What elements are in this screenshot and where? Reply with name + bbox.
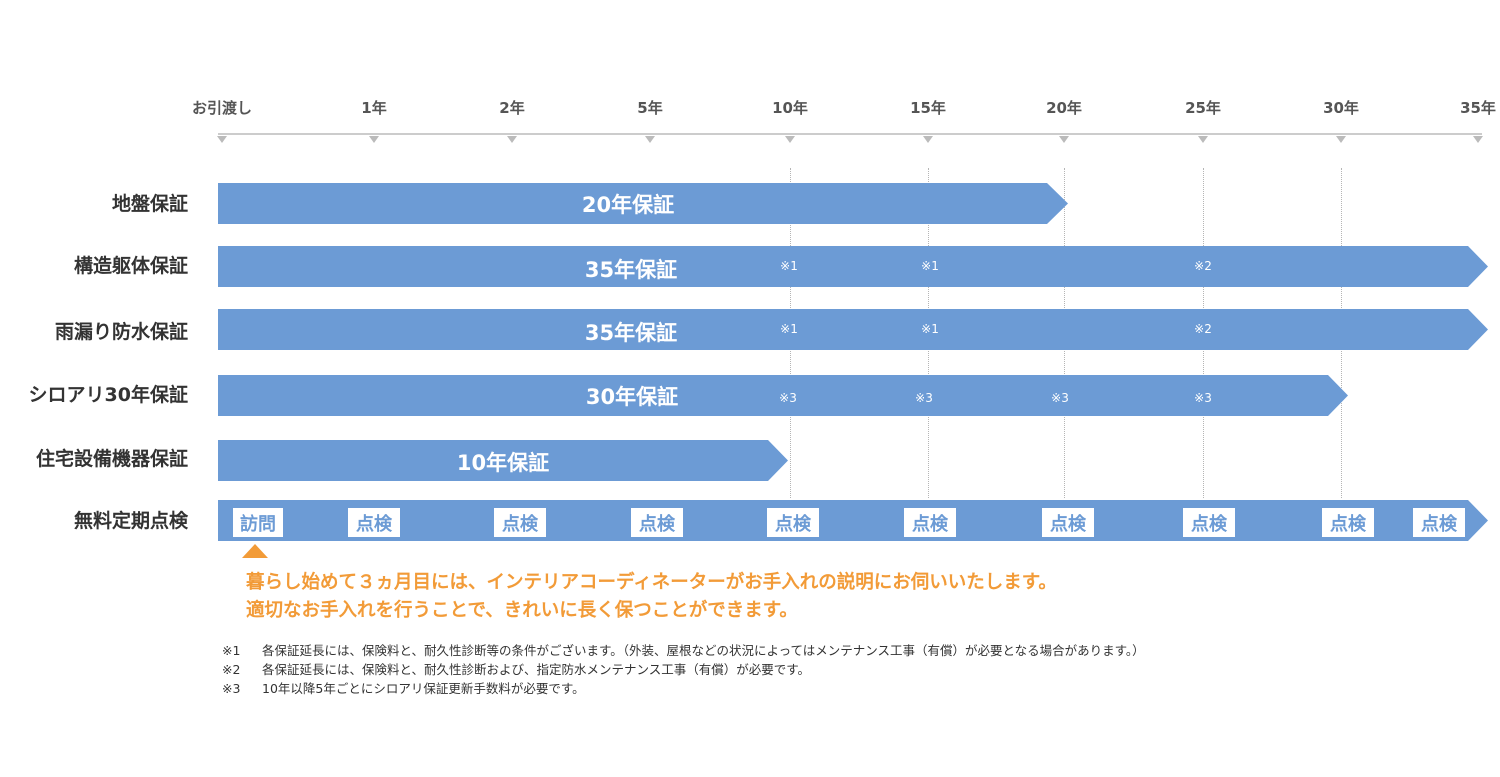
inspection-box: 点検 [1322, 508, 1374, 537]
row-label: 無料定期点検 [73, 510, 188, 532]
row-label: 住宅設備機器保証 [35, 448, 188, 470]
footnote-text: 各保証延長には、保険料と、耐久性診断等の条件がございます。（外装、屋根などの状況… [262, 643, 1145, 658]
row-label: 地盤保証 [111, 193, 188, 215]
bar-text: 30年保証 [585, 385, 679, 409]
note-mark: ※3 [779, 391, 797, 405]
footnote-mark: ※2 [222, 662, 241, 677]
timeline-tick [1336, 136, 1346, 143]
footnote-text: 各保証延長には、保険料と、耐久性診断および、指定防水メンテナンス工事（有償）が必… [262, 662, 811, 677]
bar-text: 20年保証 [581, 193, 675, 217]
timeline-label-35y: 35年 [1460, 99, 1496, 117]
footnote: ※3 10年以降5年ごとにシロアリ保証更新手数料が必要です。 [222, 678, 585, 697]
timeline-label-30y: 30年 [1323, 99, 1359, 117]
timeline-tick [1198, 136, 1208, 143]
timeline-label-10y: 10年 [772, 99, 808, 117]
timeline-label-5y: 5年 [637, 99, 663, 117]
note-mark: ※3 [1194, 391, 1212, 405]
timeline-axis-line [218, 133, 1482, 135]
inspection-box: 点検 [904, 508, 956, 537]
note-mark: ※3 [1051, 391, 1069, 405]
timeline-tick [645, 136, 655, 143]
note-mark: ※1 [780, 259, 798, 273]
timeline-label-1y: 1年 [361, 99, 387, 117]
visit-box: 訪問 [233, 508, 283, 537]
row-label: 構造躯体保証 [73, 255, 188, 277]
warranty-bar [218, 183, 1068, 224]
inspection-box: 点検 [1183, 508, 1235, 537]
timeline-tick [923, 136, 933, 143]
timeline-tick [1059, 136, 1069, 143]
note-mark: ※1 [921, 259, 939, 273]
visit-pointer-icon [242, 544, 268, 558]
timeline-label-15y: 15年 [910, 99, 946, 117]
footnote-mark: ※3 [222, 681, 241, 696]
inspection-box: 点検 [767, 508, 819, 537]
timeline-tick [369, 136, 379, 143]
visit-message-line: 暮らし始めて３ヵ月目には、インテリアコーディネーターがお手入れの説明にお伺いいた… [246, 572, 1057, 593]
inspection-box: 点検 [494, 508, 546, 537]
inspection-box: 点検 [1413, 508, 1465, 537]
note-mark: ※1 [780, 322, 798, 336]
timeline-label-2y: 2年 [499, 99, 525, 117]
footnote: ※2 各保証延長には、保険料と、耐久性診断および、指定防水メンテナンス工事（有償）… [222, 659, 810, 678]
timeline-label-handover: お引渡し [191, 99, 253, 117]
warranty-bar [218, 246, 1488, 287]
timeline-tick [1473, 136, 1483, 143]
timeline-tick [785, 136, 795, 143]
inspection-box: 点検 [1042, 508, 1094, 537]
timeline-label-20y: 20年 [1046, 99, 1082, 117]
inspection-bar [218, 500, 1488, 541]
warranty-bar [218, 440, 788, 481]
footnote-text: 10年以降5年ごとにシロアリ保証更新手数料が必要です。 [262, 681, 585, 696]
warranty-bar [218, 309, 1488, 350]
footnote-mark: ※1 [222, 643, 241, 658]
note-mark: ※1 [921, 322, 939, 336]
bar-text: 35年保証 [584, 321, 678, 345]
note-mark: ※2 [1194, 259, 1212, 273]
warranty-bar [218, 375, 1348, 416]
inspection-box: 点検 [631, 508, 683, 537]
note-mark: ※2 [1194, 322, 1212, 336]
timeline-label-25y: 25年 [1185, 99, 1221, 117]
bar-text: 35年保証 [584, 258, 678, 282]
timeline-tick [507, 136, 517, 143]
inspection-box: 点検 [348, 508, 400, 537]
timeline-tick [217, 136, 227, 143]
visit-message-line: 適切なお手入れを行うことで、きれいに長く保つことができます。 [246, 600, 798, 621]
note-mark: ※3 [915, 391, 933, 405]
row-label: 雨漏り防水保証 [54, 321, 188, 343]
bar-text: 10年保証 [456, 451, 550, 475]
row-label: シロアリ30年保証 [28, 384, 188, 406]
footnote: ※1 各保証延長には、保険料と、耐久性診断等の条件がございます。（外装、屋根などの… [222, 640, 1145, 659]
